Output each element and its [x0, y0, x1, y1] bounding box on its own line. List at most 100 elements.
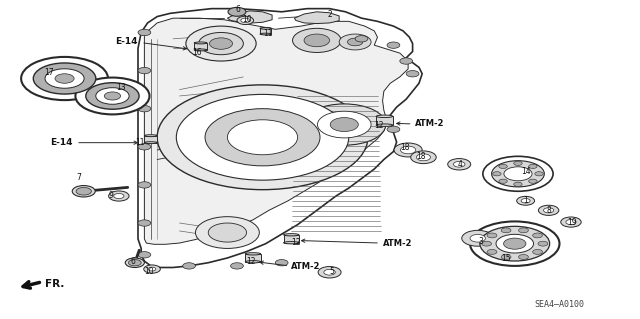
Circle shape [86, 83, 139, 109]
Circle shape [230, 263, 243, 269]
Ellipse shape [245, 253, 260, 255]
Circle shape [516, 196, 534, 205]
Text: 12: 12 [246, 257, 256, 266]
Text: 6: 6 [131, 257, 135, 266]
Text: 10: 10 [243, 15, 252, 24]
Text: E-14: E-14 [115, 38, 138, 47]
Circle shape [417, 154, 431, 161]
Circle shape [144, 265, 161, 273]
Circle shape [33, 63, 96, 94]
Circle shape [138, 144, 151, 150]
Text: 11: 11 [263, 29, 273, 38]
Polygon shape [284, 235, 299, 243]
Circle shape [535, 172, 543, 176]
Ellipse shape [284, 241, 299, 244]
Polygon shape [138, 9, 422, 268]
Circle shape [529, 164, 537, 168]
Ellipse shape [260, 27, 271, 29]
Circle shape [176, 94, 349, 180]
Circle shape [411, 151, 436, 164]
Circle shape [45, 69, 84, 88]
Text: 19: 19 [568, 218, 577, 227]
Polygon shape [294, 12, 339, 24]
Circle shape [543, 208, 554, 213]
Ellipse shape [145, 135, 157, 137]
Circle shape [129, 260, 141, 266]
Text: 14: 14 [522, 167, 531, 176]
Circle shape [470, 221, 559, 266]
Circle shape [566, 219, 576, 225]
Circle shape [186, 26, 256, 61]
Circle shape [109, 191, 129, 201]
Circle shape [394, 143, 422, 157]
Circle shape [493, 172, 501, 176]
Circle shape [561, 217, 581, 227]
Circle shape [518, 228, 529, 233]
Text: 18: 18 [400, 143, 410, 152]
Circle shape [275, 260, 288, 266]
Ellipse shape [376, 115, 393, 117]
Circle shape [241, 18, 250, 23]
Circle shape [227, 120, 298, 155]
Circle shape [205, 109, 320, 166]
Ellipse shape [145, 142, 157, 144]
Circle shape [387, 126, 400, 132]
Circle shape [532, 233, 543, 238]
Circle shape [317, 111, 371, 138]
Circle shape [538, 205, 559, 215]
Circle shape [237, 16, 253, 25]
Circle shape [96, 88, 129, 104]
Circle shape [496, 234, 534, 253]
Circle shape [209, 38, 232, 49]
Circle shape [228, 7, 246, 16]
Text: 5: 5 [329, 267, 334, 276]
Polygon shape [227, 11, 272, 23]
Ellipse shape [194, 42, 207, 44]
Ellipse shape [260, 33, 271, 35]
Text: 11: 11 [135, 137, 145, 146]
Circle shape [504, 167, 532, 181]
Polygon shape [260, 28, 271, 34]
Circle shape [55, 74, 74, 83]
Circle shape [138, 106, 151, 112]
Circle shape [504, 238, 526, 249]
Circle shape [532, 249, 543, 254]
Circle shape [521, 198, 530, 203]
Text: 1: 1 [524, 196, 528, 205]
Text: 3: 3 [479, 237, 483, 246]
Circle shape [157, 85, 368, 190]
Circle shape [487, 233, 497, 238]
Polygon shape [145, 18, 408, 244]
Text: ATM-2: ATM-2 [291, 262, 321, 271]
Circle shape [480, 226, 550, 261]
Circle shape [487, 249, 497, 254]
Text: 15: 15 [501, 254, 511, 263]
Circle shape [148, 267, 156, 271]
Text: 7: 7 [76, 174, 81, 182]
Text: 12: 12 [291, 238, 301, 247]
Circle shape [483, 156, 553, 191]
Circle shape [303, 104, 386, 145]
Circle shape [501, 228, 511, 233]
Circle shape [125, 258, 145, 268]
Circle shape [529, 179, 537, 183]
Circle shape [499, 179, 508, 183]
Circle shape [387, 42, 400, 48]
Circle shape [454, 161, 465, 167]
Text: 9: 9 [109, 191, 114, 200]
Circle shape [470, 234, 485, 242]
Text: ATM-2: ATM-2 [383, 239, 412, 248]
Circle shape [400, 58, 413, 64]
Circle shape [182, 263, 195, 269]
Circle shape [518, 255, 529, 259]
Text: 17: 17 [44, 68, 53, 77]
Circle shape [492, 161, 544, 187]
Circle shape [21, 57, 108, 100]
Text: 12: 12 [374, 121, 383, 130]
Ellipse shape [194, 49, 207, 51]
Polygon shape [145, 136, 157, 143]
Ellipse shape [245, 261, 260, 263]
Text: 18: 18 [416, 152, 426, 161]
Circle shape [448, 159, 470, 170]
Circle shape [195, 217, 259, 249]
